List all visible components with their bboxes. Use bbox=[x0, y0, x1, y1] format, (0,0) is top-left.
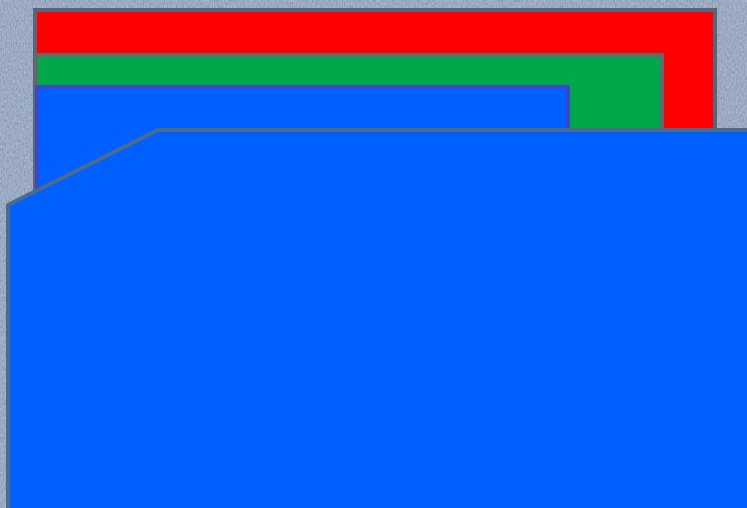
folder-front bbox=[6, 128, 747, 508]
